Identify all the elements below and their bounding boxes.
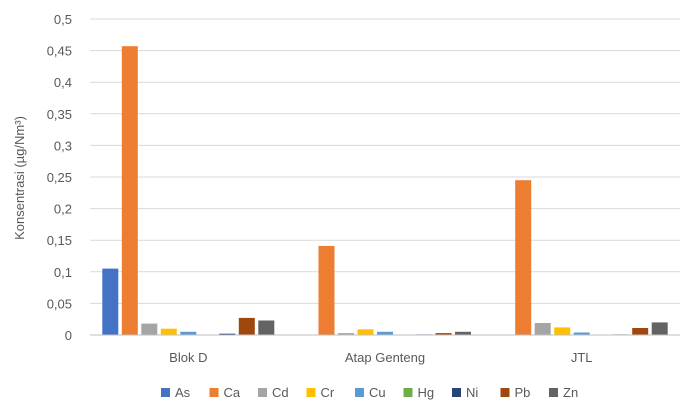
x-category-label: Atap Genteng [345, 350, 425, 365]
legend-label: Ca [224, 385, 241, 400]
bar-ca-2 [515, 180, 532, 335]
y-tick-label: 0,2 [54, 202, 72, 217]
bar-zn-1 [455, 331, 471, 335]
y-tick-label: 0,5 [54, 12, 72, 27]
x-axis-categories: Blok D Atap Genteng JTL [169, 350, 592, 365]
x-category-label: Blok D [169, 350, 207, 365]
legend-swatch-ca [209, 388, 219, 397]
y-tick-label: 0,3 [54, 138, 72, 153]
x-category-label: JTL [571, 350, 593, 365]
legend-label: Cu [369, 385, 386, 400]
bar-cd-1 [338, 333, 354, 335]
legend-swatch-pb [500, 388, 510, 397]
legend-label: Cr [321, 385, 335, 400]
bar-pb-2 [632, 328, 649, 335]
legend: As Ca Cd Cr Cu Hg Ni Pb Zn [161, 385, 578, 400]
bar-ni-0 [219, 333, 236, 335]
bars [102, 46, 668, 335]
bar-ca-1 [318, 245, 335, 335]
legend-label: Hg [418, 385, 435, 400]
y-tick-label: 0 [65, 328, 72, 343]
legend-swatch-cd [258, 388, 267, 397]
legend-label: As [175, 385, 191, 400]
bar-pb-1 [435, 333, 452, 335]
legend-swatch-ni [452, 388, 461, 397]
legend-label: Ni [466, 385, 478, 400]
bar-cu-0 [180, 331, 197, 335]
legend-swatch-cr [306, 388, 316, 397]
bar-cd-2 [534, 323, 551, 335]
bar-as-0 [102, 268, 119, 335]
bar-zn-0 [258, 320, 275, 335]
legend-swatch-as [161, 388, 170, 397]
bar-cu-2 [573, 332, 590, 335]
bar-cr-2 [554, 327, 571, 335]
bar-cu-1 [377, 331, 393, 335]
y-tick-label: 0,15 [47, 233, 72, 248]
y-tick-label: 0,35 [47, 107, 72, 122]
y-tick-label: 0,05 [47, 296, 72, 311]
legend-swatch-zn [549, 388, 558, 397]
legend-label: Pb [515, 385, 531, 400]
bar-ca-0 [121, 46, 138, 335]
legend-label: Zn [563, 385, 578, 400]
bar-cd-0 [141, 323, 158, 335]
y-axis-label: Konsentrasi (µg/Nm³) [12, 116, 27, 240]
legend-swatch-cu [355, 388, 364, 397]
y-axis-ticks: 0 0,05 0,1 0,15 0,2 0,25 0,3 0,35 0,4 0,45 0,5 [47, 12, 72, 343]
legend-swatch-hg [403, 388, 413, 397]
legend-label: Cd [272, 385, 289, 400]
gridlines [90, 18, 680, 304]
y-tick-label: 0,25 [47, 170, 72, 185]
bar-cr-0 [160, 328, 177, 335]
y-tick-label: 0,4 [54, 75, 72, 90]
y-tick-label: 0,1 [54, 265, 72, 280]
bar-zn-2 [651, 322, 668, 335]
y-tick-label: 0,45 [47, 44, 72, 59]
bar-cr-1 [357, 329, 374, 335]
bar-pb-0 [238, 317, 255, 335]
